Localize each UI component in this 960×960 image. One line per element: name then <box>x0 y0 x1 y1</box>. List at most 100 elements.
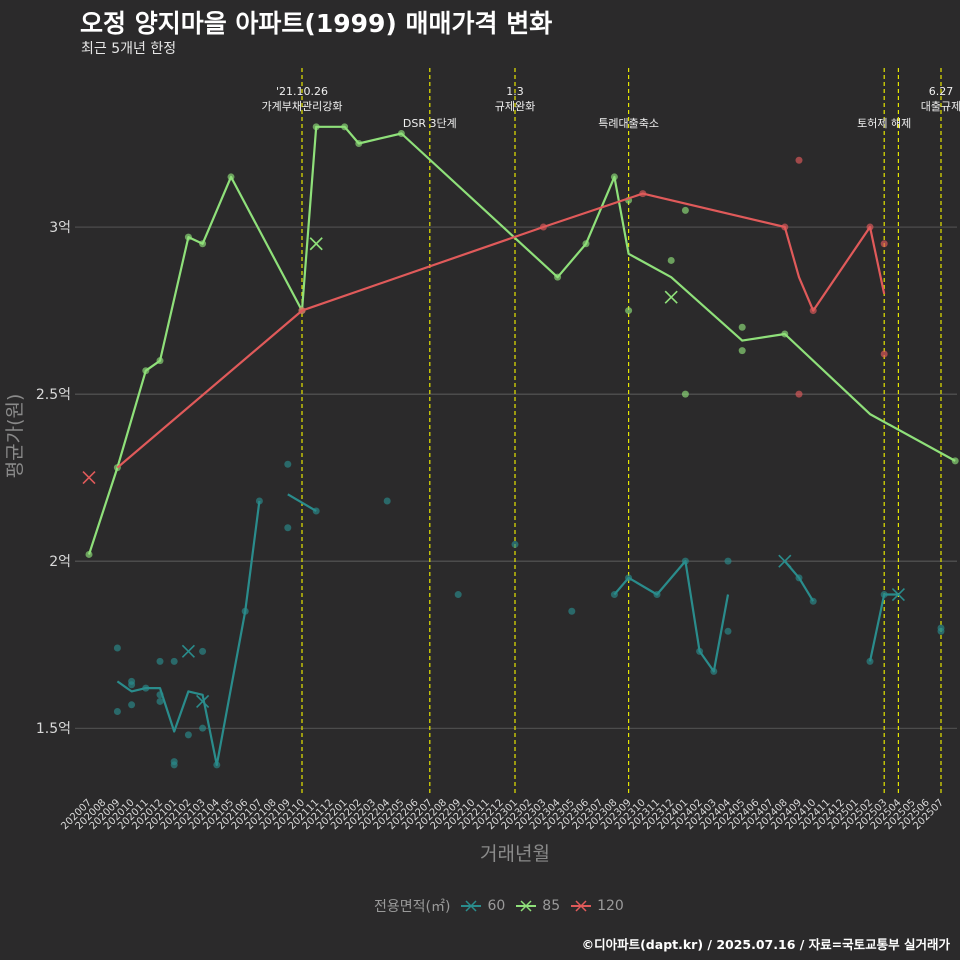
data-point-60 <box>156 697 164 705</box>
event-label: 규제완화 <box>495 100 535 113</box>
data-point-60 <box>170 758 178 766</box>
data-point-85 <box>681 206 689 214</box>
data-point-60 <box>199 724 207 732</box>
data-point-85 <box>554 273 562 281</box>
data-point-60 <box>809 597 817 605</box>
data-point-60 <box>156 691 164 699</box>
data-point-120 <box>781 223 789 231</box>
legend-label-60: 60 <box>487 898 506 914</box>
legend-item-85[interactable]: 85 <box>515 898 560 914</box>
data-point-60 <box>128 677 136 685</box>
cross-marker-60 <box>891 587 905 602</box>
data-point-60 <box>142 684 150 692</box>
data-point-60 <box>880 591 888 599</box>
legend-item-120[interactable]: 120 <box>570 898 624 914</box>
legend-title: 전용면적(㎡) <box>374 899 451 915</box>
data-point-60 <box>170 657 178 665</box>
data-point-60 <box>255 497 263 505</box>
series-line-60 <box>116 500 261 766</box>
event-label: '21.10.26 <box>276 85 328 98</box>
data-point-85 <box>156 357 164 365</box>
data-point-85 <box>681 390 689 398</box>
data-point-85 <box>781 330 789 338</box>
data-point-85 <box>738 347 746 355</box>
data-point-60 <box>284 524 292 532</box>
data-point-85 <box>142 367 150 375</box>
data-point-120 <box>880 240 888 248</box>
series-line-120 <box>116 192 886 469</box>
data-point-60 <box>241 607 249 615</box>
data-point-60 <box>866 657 874 665</box>
legend: 전용면적(㎡) 60 85 120 <box>374 896 634 916</box>
data-point-60 <box>795 574 803 582</box>
data-point-60 <box>511 540 519 548</box>
chart-subtitle: 최근 5개년 한정 <box>81 41 177 57</box>
data-point-85 <box>85 550 93 558</box>
data-point-85 <box>625 307 633 315</box>
data-point-85 <box>397 130 405 137</box>
series-120 <box>82 156 888 485</box>
data-point-85 <box>582 240 590 248</box>
data-point-120 <box>639 190 647 198</box>
data-point-60 <box>710 667 718 675</box>
data-point-120 <box>539 223 547 231</box>
data-point-60 <box>113 707 121 715</box>
y-tick-label: 2억 <box>49 554 71 570</box>
series-85 <box>85 123 959 558</box>
event-label: 6.27 <box>929 85 954 98</box>
cross-marker-85 <box>309 237 323 251</box>
legend-key-120-icon <box>571 900 592 912</box>
y-tick-label: 3억 <box>49 220 71 236</box>
data-point-60 <box>568 607 576 615</box>
data-point-60 <box>312 507 320 515</box>
data-point-120 <box>880 350 888 358</box>
data-point-60 <box>113 644 121 652</box>
data-point-60 <box>724 557 732 565</box>
data-point-120 <box>866 223 874 231</box>
data-point-60 <box>199 647 207 655</box>
data-point-60 <box>156 657 164 665</box>
legend-label-85: 85 <box>542 898 561 914</box>
data-point-60 <box>128 701 136 709</box>
data-point-60 <box>681 557 689 565</box>
grid-lines <box>75 226 957 729</box>
data-point-85 <box>199 240 207 248</box>
data-point-85 <box>312 123 320 131</box>
data-point-60 <box>284 460 292 468</box>
data-point-85 <box>341 123 349 131</box>
data-point-60 <box>213 761 221 769</box>
event-label: 특례대출축소 <box>598 117 659 130</box>
event-label: 가계부채관리강화 <box>262 100 343 113</box>
data-point-60 <box>653 591 661 599</box>
legend-item-60[interactable]: 60 <box>460 898 505 914</box>
event-label: 1.3 <box>506 85 524 98</box>
data-point-60 <box>625 574 633 582</box>
data-point-85 <box>227 173 235 181</box>
data-point-60 <box>696 647 704 655</box>
cross-marker-60 <box>196 694 210 709</box>
cross-marker-85 <box>664 290 678 304</box>
series-layer <box>82 123 959 769</box>
data-point-60 <box>184 731 192 739</box>
event-label: DSR 3단계 <box>403 117 457 130</box>
data-point-85 <box>667 256 675 264</box>
series-line-60 <box>287 493 317 512</box>
legend-label-120: 120 <box>597 898 624 914</box>
cross-marker-120 <box>82 471 96 485</box>
data-point-60 <box>454 591 462 599</box>
axes: 1.5억2억2.5억3억2020072020082020092020102020… <box>36 220 946 832</box>
legend-key-85-icon <box>516 900 537 912</box>
data-point-60 <box>937 624 945 632</box>
chart-title: 오정 양지마을 아파트(1999) 매매가격 변화 <box>80 9 553 38</box>
data-point-60 <box>724 627 732 635</box>
cross-marker-60 <box>181 644 195 658</box>
x-axis-label: 거래년월 <box>480 843 550 865</box>
source-caption: ©디아파트(dapt.kr) / 2025.07.16 / 자료=국토교통부 실… <box>581 937 950 952</box>
data-point-85 <box>355 140 363 148</box>
data-point-120 <box>298 307 306 315</box>
y-tick-label: 1.5억 <box>36 721 71 737</box>
series-60 <box>113 460 945 769</box>
data-point-60 <box>383 497 391 505</box>
y-tick-label: 2.5억 <box>36 387 71 403</box>
